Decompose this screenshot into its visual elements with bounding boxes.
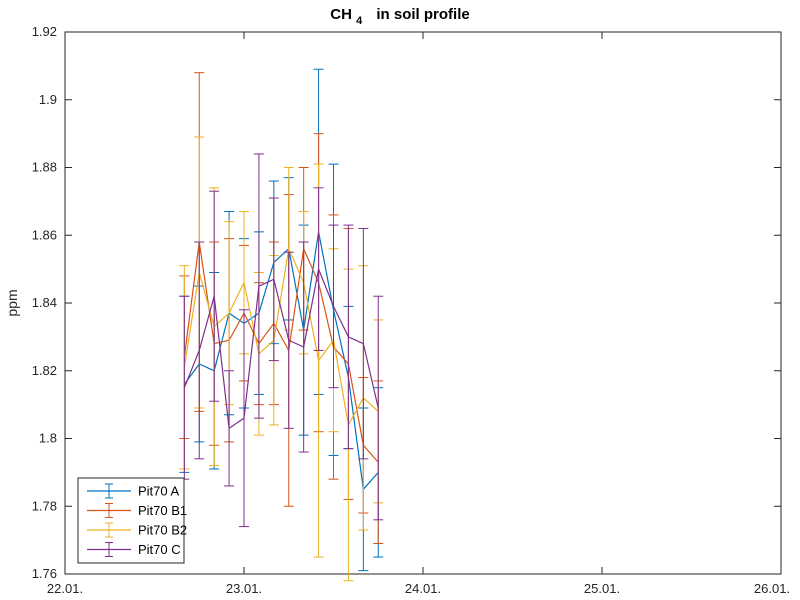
legend-label: Pit70 B1 [138,503,187,518]
series-line [183,246,379,427]
x-tick-label: 25.01. [584,581,620,596]
x-tick-label: 22.01. [47,581,83,596]
error-bar [283,251,294,429]
legend-item: Pit70 B2 [87,522,187,538]
error-bar [343,224,354,450]
legend-label: Pit70 A [138,484,180,499]
error-bar [373,295,384,521]
y-tick-label: 1.8 [39,431,57,446]
chart-title-subscript: 4 [356,15,363,27]
chart-title: CH 4 in soil profile [330,6,469,28]
legend-label: Pit70 C [138,542,181,557]
error-bar [194,241,205,460]
error-bar [253,153,264,419]
error-bar [298,241,309,453]
y-tick-label: 1.78 [32,498,57,513]
x-tick-label: 23.01. [226,581,262,596]
legend-item: Pit70 A [87,483,180,499]
y-tick-label: 1.92 [32,24,57,39]
series-layer [179,68,384,582]
legend: Pit70 A Pit70 B1 Pit70 B2 Pit70 C [77,477,187,564]
error-bar [224,370,235,487]
y-tick-label: 1.82 [32,363,57,378]
error-bar [358,227,369,460]
y-tick-label: 1.76 [32,566,57,581]
series-line [183,241,379,463]
y-axis-label: ppm [4,289,20,316]
x-tick-label: 26.01. [754,581,790,596]
error-bar [268,197,279,362]
x-tick-label: 24.01. [405,581,441,596]
legend-item: Pit70 B1 [87,503,187,518]
y-tick-label: 1.84 [32,295,57,310]
y-tick-label: 1.86 [32,227,57,242]
y-axis-ticks: 1.76 1.78 1.8 1.82 1.84 1.86 1.88 1.9 1.92 [32,24,781,581]
legend-box [77,477,185,564]
y-tick-label: 1.9 [39,92,57,107]
legend-item: Pit70 C [87,542,181,557]
error-bar [239,309,249,528]
y-tick-label: 1.88 [32,160,57,175]
error-bar [328,224,339,389]
chart-title-main: CH [330,6,352,23]
error-bar [313,187,324,351]
series-line [183,266,379,430]
error-bar [209,190,220,402]
svg-text:CH 4 in soil profi: CH 4 in soil profile [330,6,469,28]
chart-title-rest: in soil profile [376,6,469,23]
x-axis-ticks: 22.01. 23.01. 24.01. 25.01. 26.01. [47,32,790,596]
legend-label: Pit70 B2 [138,523,187,538]
series-4 [179,153,384,528]
series-line [183,231,379,491]
